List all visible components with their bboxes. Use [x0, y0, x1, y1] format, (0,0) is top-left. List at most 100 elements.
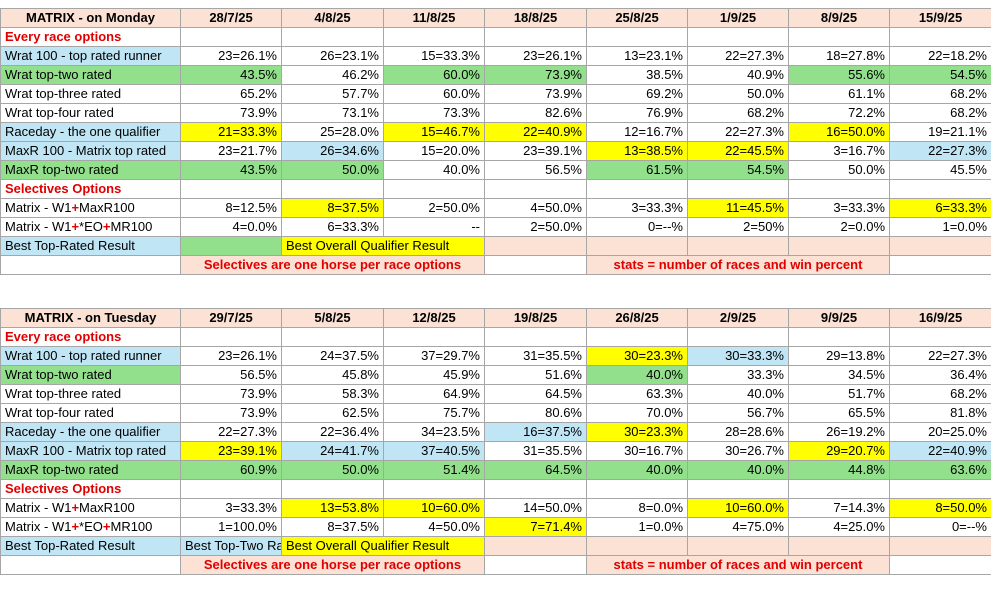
value-cell: 20=25.0% — [889, 422, 991, 442]
value-cell: 73.3% — [383, 103, 485, 123]
row-label: Raceday - the one qualifier — [0, 422, 181, 442]
label-part: Matrix - W1 — [5, 519, 72, 534]
value-cell: 50.0% — [788, 160, 890, 180]
selective-label: Matrix - W1+*EO+MR100 — [0, 217, 181, 237]
row-label: MaxR 100 - Matrix top rated — [0, 141, 181, 161]
data-row: Wrat 100 - top rated runner 23=26.1% 24=37… — [0, 346, 991, 366]
value-cell: 4=75.0% — [687, 517, 789, 537]
value-cell: 61.1% — [788, 84, 890, 104]
empty-cell — [484, 236, 587, 256]
selective-row: Matrix - W1+MaxR100 3=33.3% 13=53.8% 10=60.… — [0, 498, 991, 518]
legend-best-top-rated: Best Top-Rated Result — [0, 536, 181, 556]
label-part: MR100 — [110, 519, 153, 534]
empty-cell — [687, 27, 789, 47]
value-cell: 58.3% — [281, 384, 384, 404]
value-cell: 64.5% — [484, 460, 587, 480]
value-cell: 24=37.5% — [281, 346, 384, 366]
value-cell: 82.6% — [484, 103, 587, 123]
empty-cell — [788, 327, 890, 347]
value-cell: 1=0.0% — [889, 217, 991, 237]
data-row: MaxR top-two rated 43.5% 50.0% 40.0% 56.5% 61… — [0, 160, 991, 180]
value-cell: 22=27.3% — [687, 122, 789, 142]
date-header: 9/9/25 — [788, 308, 890, 328]
value-cell: 26=23.1% — [281, 46, 384, 66]
row-label: Wrat 100 - top rated runner — [0, 346, 181, 366]
selective-label: Matrix - W1+*EO+MR100 — [0, 517, 181, 537]
value-cell: 22=45.5% — [687, 141, 789, 161]
row-label: Wrat top-three rated — [0, 384, 181, 404]
label-part: Matrix - W1 — [5, 200, 72, 215]
date-header: 18/8/25 — [484, 8, 587, 28]
label-part: MR100 — [110, 219, 153, 234]
value-cell: 3=16.7% — [788, 141, 890, 161]
row-label: Wrat top-three rated — [0, 84, 181, 104]
value-cell: 23=21.7% — [180, 141, 282, 161]
value-cell: 54.5% — [889, 65, 991, 85]
empty-cell — [889, 236, 991, 256]
value-cell: 10=60.0% — [383, 498, 485, 518]
value-cell: 54.5% — [687, 160, 789, 180]
empty-cell — [788, 479, 890, 499]
section-row: Every race options — [0, 27, 991, 47]
legend-best-overall: Best Overall Qualifier Result — [281, 236, 485, 256]
value-cell: 3=33.3% — [586, 198, 688, 218]
value-cell: 37=29.7% — [383, 346, 485, 366]
value-cell: 68.2% — [687, 103, 789, 123]
value-cell: 40.0% — [687, 384, 789, 404]
section-row: Every race options — [0, 327, 991, 347]
value-cell: 15=33.3% — [383, 46, 485, 66]
value-cell: 55.6% — [788, 65, 890, 85]
date-header: 11/8/25 — [383, 8, 485, 28]
legend-best-overall: Best Overall Qualifier Result — [281, 536, 485, 556]
value-cell: 40.0% — [586, 460, 688, 480]
value-cell: 8=37.5% — [281, 517, 384, 537]
value-cell: 30=23.3% — [586, 346, 688, 366]
value-cell: 11=45.5% — [687, 198, 789, 218]
value-cell: 24=41.7% — [281, 441, 384, 461]
value-cell: 8=12.5% — [180, 198, 282, 218]
value-cell: 23=26.1% — [180, 346, 282, 366]
empty-cell — [484, 27, 587, 47]
value-cell: 23=26.1% — [484, 46, 587, 66]
empty-cell — [383, 179, 485, 199]
value-cell: 22=27.3% — [889, 141, 991, 161]
empty-cell — [0, 555, 181, 575]
value-cell: 7=14.3% — [788, 498, 890, 518]
value-cell: 60.9% — [180, 460, 282, 480]
value-cell: 23=26.1% — [180, 46, 282, 66]
value-cell: 76.9% — [586, 103, 688, 123]
empty-cell — [383, 327, 485, 347]
value-cell: 64.9% — [383, 384, 485, 404]
tuesday-matrix-table: MATRIX - on Tuesday 29/7/25 5/8/25 12/8/25 1… — [0, 308, 991, 575]
value-cell: 44.8% — [788, 460, 890, 480]
value-cell: 23=39.1% — [484, 141, 587, 161]
value-cell: 13=23.1% — [586, 46, 688, 66]
empty-cell — [484, 255, 587, 275]
empty-cell — [586, 179, 688, 199]
empty-cell — [889, 536, 991, 556]
empty-cell — [586, 536, 688, 556]
empty-cell — [180, 179, 282, 199]
value-cell: 34.5% — [788, 365, 890, 385]
empty-cell — [788, 536, 890, 556]
value-cell: 30=23.3% — [586, 422, 688, 442]
empty-cell — [687, 536, 789, 556]
value-cell: 70.0% — [586, 403, 688, 423]
empty-cell — [687, 179, 789, 199]
value-cell: 40.0% — [687, 460, 789, 480]
table-title: MATRIX - on Monday — [0, 8, 181, 28]
data-row: Wrat top-three rated 65.2% 57.7% 60.0% 73.9%… — [0, 84, 991, 104]
value-cell: 12=16.7% — [586, 122, 688, 142]
empty-cell — [889, 479, 991, 499]
empty-cell — [484, 536, 587, 556]
value-cell: 8=0.0% — [586, 498, 688, 518]
value-cell: 31=35.5% — [484, 441, 587, 461]
value-cell: 65.2% — [180, 84, 282, 104]
empty-cell — [586, 27, 688, 47]
date-header: 29/7/25 — [180, 308, 282, 328]
plus-sign: + — [102, 519, 111, 534]
section-heading-selectives: Selectives Options — [0, 179, 181, 199]
value-cell: 13=53.8% — [281, 498, 384, 518]
date-header: 8/9/25 — [788, 8, 890, 28]
value-cell: 13=38.5% — [586, 141, 688, 161]
